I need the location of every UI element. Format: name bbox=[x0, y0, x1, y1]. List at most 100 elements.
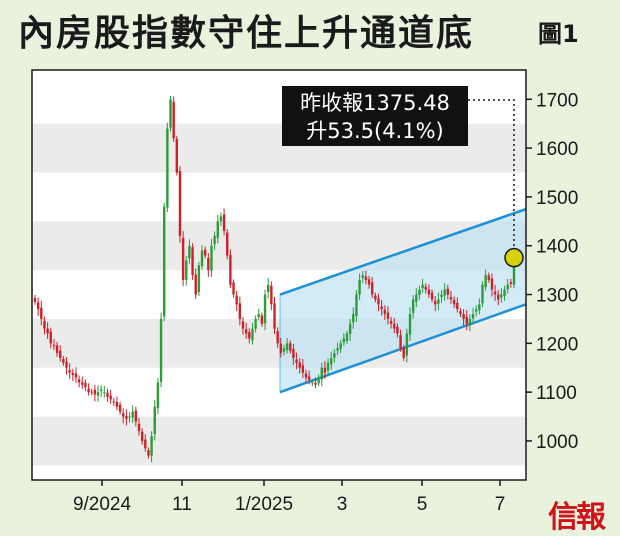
candle-body bbox=[320, 367, 323, 380]
candle-body bbox=[289, 343, 292, 351]
candle-body bbox=[122, 413, 125, 417]
y-tick-label: 1000 bbox=[536, 432, 578, 453]
candle-body bbox=[430, 292, 434, 300]
candlestick-series bbox=[33, 95, 516, 463]
candle-body bbox=[125, 416, 128, 419]
candle-body bbox=[87, 388, 90, 393]
x-tick-label: 11 bbox=[172, 494, 192, 515]
candle-body bbox=[311, 382, 314, 384]
candle-body bbox=[408, 314, 412, 335]
candle-body bbox=[298, 362, 301, 368]
candle-body bbox=[238, 303, 242, 319]
candle-body bbox=[185, 260, 188, 280]
candle-body bbox=[307, 376, 311, 380]
candle-body bbox=[509, 282, 513, 284]
candle-body bbox=[462, 314, 465, 319]
candle-body bbox=[364, 276, 368, 280]
chart-title: 內房股指數守住上升通道底 bbox=[18, 13, 475, 54]
figure-label: 圖1 bbox=[538, 20, 579, 48]
candle-body bbox=[194, 274, 197, 295]
candle-body bbox=[279, 343, 283, 354]
candle-body bbox=[434, 300, 437, 305]
candle-body bbox=[497, 294, 500, 300]
candle-body bbox=[506, 284, 509, 290]
candle-body bbox=[355, 294, 358, 316]
candle-body bbox=[244, 329, 248, 334]
candle-body bbox=[175, 138, 179, 173]
price-annotation: 昨收報1375.48 升53.5(4.1%) bbox=[282, 86, 524, 268]
candle-body bbox=[452, 299, 456, 305]
candle-body bbox=[46, 328, 49, 334]
candle-body bbox=[68, 370, 71, 373]
candle-body bbox=[71, 373, 75, 376]
candle-body bbox=[427, 289, 431, 295]
candle-body bbox=[93, 389, 97, 395]
candle-body bbox=[352, 314, 355, 323]
candle-body bbox=[178, 171, 182, 236]
candle-body bbox=[118, 404, 122, 412]
candle-body bbox=[301, 365, 305, 373]
candle-body bbox=[131, 411, 134, 418]
candle-body bbox=[323, 367, 327, 373]
candle-body bbox=[393, 323, 396, 329]
candle-body bbox=[380, 306, 383, 310]
candle-body bbox=[456, 302, 459, 310]
y-tick-label: 1400 bbox=[536, 237, 578, 258]
candle-body bbox=[84, 382, 87, 388]
candle-body bbox=[304, 373, 308, 378]
candle-body bbox=[172, 101, 175, 139]
y-tick-label: 1100 bbox=[536, 383, 577, 404]
annotation-box bbox=[282, 86, 468, 146]
candle-body bbox=[213, 235, 216, 245]
candle-body bbox=[109, 395, 112, 400]
candle-body bbox=[90, 391, 93, 393]
candle-body bbox=[285, 343, 289, 351]
candle-body bbox=[197, 265, 201, 293]
candle-body bbox=[229, 254, 232, 285]
candle-body bbox=[493, 291, 497, 295]
y-tick-label: 1700 bbox=[536, 90, 578, 111]
candle-body bbox=[421, 284, 424, 289]
candle-body bbox=[478, 304, 481, 311]
x-tick-label: 3 bbox=[337, 494, 348, 515]
candle-body bbox=[484, 275, 487, 288]
candle-body bbox=[468, 318, 472, 326]
candle-body bbox=[191, 247, 194, 275]
candle-body bbox=[449, 296, 453, 300]
x-tick-label: 9/2024 bbox=[73, 494, 132, 515]
annotation-line2: 升53.5(4.1%) bbox=[306, 119, 444, 143]
candle-body bbox=[188, 245, 191, 259]
candle-body bbox=[36, 302, 40, 310]
brand-logo: 信報 bbox=[548, 500, 606, 535]
annotation-line1: 昨收報1375.48 bbox=[300, 91, 450, 115]
candle-body bbox=[405, 333, 409, 356]
candle-body bbox=[140, 431, 144, 441]
candle-body bbox=[166, 128, 169, 208]
candle-body bbox=[257, 314, 260, 317]
candle-body bbox=[314, 382, 317, 385]
candle-body bbox=[383, 309, 386, 315]
candle-body bbox=[440, 294, 443, 297]
candle-body bbox=[59, 350, 62, 358]
candle-body bbox=[203, 249, 207, 256]
candle-body bbox=[336, 348, 339, 351]
candle-body bbox=[418, 289, 421, 296]
candle-body bbox=[292, 348, 295, 358]
candle-body bbox=[370, 282, 374, 295]
candle-body bbox=[128, 416, 131, 418]
candle-body bbox=[333, 353, 336, 358]
candle-body bbox=[115, 401, 119, 407]
candle-body bbox=[207, 257, 210, 271]
candle-body bbox=[446, 288, 450, 295]
candle-body bbox=[266, 284, 270, 293]
plot-frame bbox=[31, 69, 527, 481]
candle-body bbox=[273, 303, 276, 329]
candle-body bbox=[459, 311, 462, 315]
candle-body bbox=[150, 436, 153, 456]
y-tick-label: 1200 bbox=[536, 334, 578, 355]
candle-body bbox=[232, 282, 235, 295]
candle-body bbox=[147, 450, 150, 456]
candle-body bbox=[153, 406, 156, 435]
candle-body bbox=[62, 358, 65, 363]
candle-body bbox=[295, 359, 298, 363]
